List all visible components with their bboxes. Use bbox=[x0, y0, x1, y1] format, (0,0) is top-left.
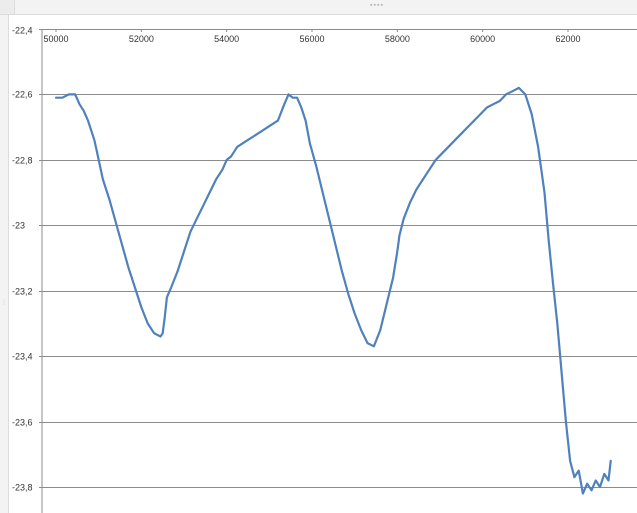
y-tick-label: -23,6 bbox=[12, 418, 33, 428]
y-tick-label: -22,4 bbox=[12, 26, 33, 36]
y-tick-label: -23,2 bbox=[12, 287, 33, 297]
x-tick-label: 60000 bbox=[470, 34, 495, 44]
left-ruler: ⋮ bbox=[0, 14, 9, 513]
x-axis-ticks: 50000 52000 54000 56000 58000 60000 62000 bbox=[43, 29, 581, 44]
y-tick-label: -22,8 bbox=[12, 156, 33, 166]
gridlines bbox=[42, 29, 637, 488]
x-tick-label: 54000 bbox=[214, 34, 239, 44]
ruler-corner bbox=[0, 0, 15, 15]
y-tick-label: -23,8 bbox=[12, 483, 33, 493]
y-tick-label: -23,4 bbox=[12, 352, 33, 362]
x-tick-label: 58000 bbox=[385, 34, 410, 44]
y-tick-label: -23 bbox=[12, 221, 25, 231]
x-tick-label: 56000 bbox=[299, 34, 324, 44]
top-ruler: ▪▪▪▪ bbox=[0, 0, 637, 15]
y-tick-label: -22,6 bbox=[12, 90, 33, 100]
y-axis-ticks: -22,4 -22,6 -22,8 -23 -23,2 -23,4 -23,6 -23,8 bbox=[12, 26, 42, 493]
series-line bbox=[54, 86, 612, 495]
x-tick-label: 52000 bbox=[129, 34, 154, 44]
x-tick-label: 50000 bbox=[43, 34, 68, 44]
series-group bbox=[54, 86, 612, 495]
x-tick-label: 62000 bbox=[555, 34, 580, 44]
resize-grip-icon[interactable]: ▪▪▪▪ bbox=[370, 2, 384, 9]
vertical-grip-icon[interactable]: ⋮ bbox=[1, 300, 7, 306]
